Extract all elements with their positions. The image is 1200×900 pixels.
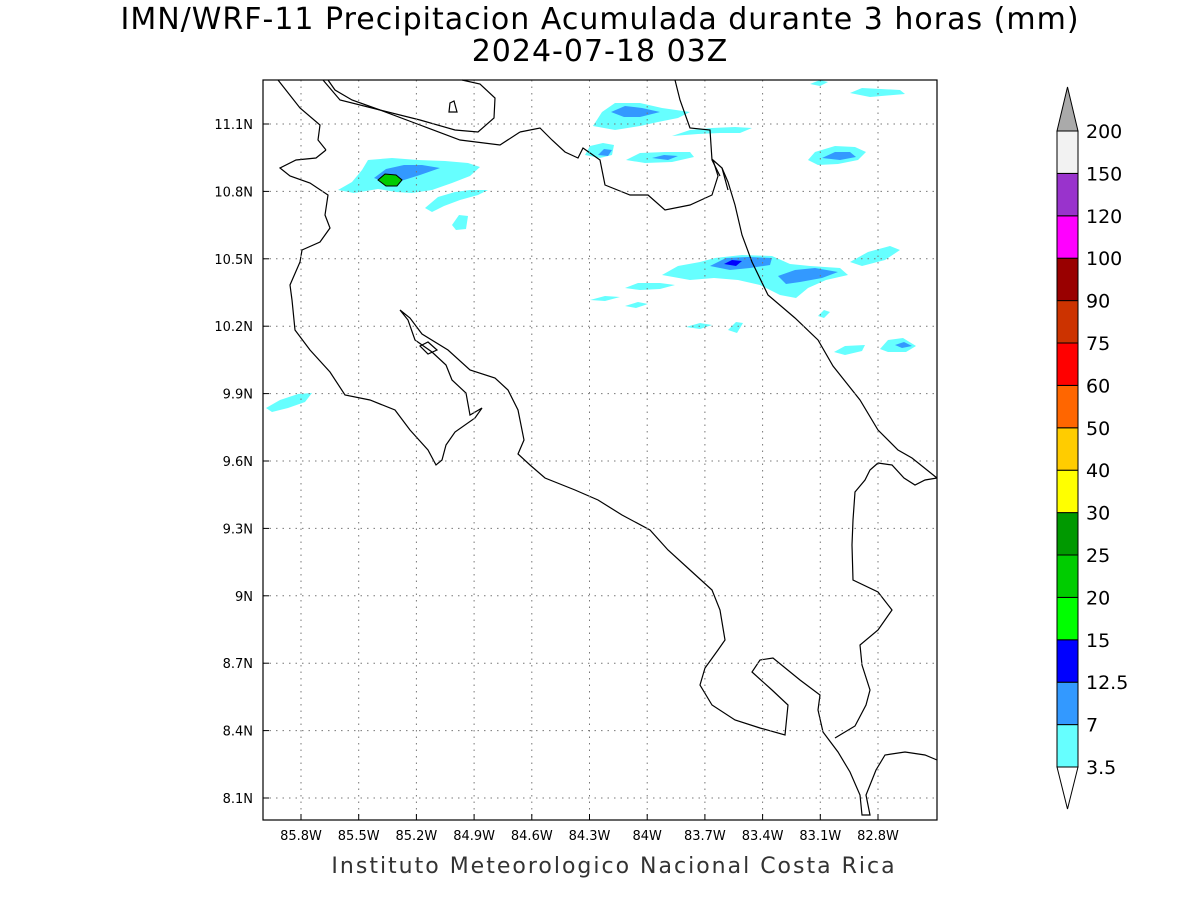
- colorbar-label: 7: [1086, 715, 1098, 737]
- colorbar-swatch: [1056, 172, 1079, 217]
- y-tick-label: 8.4N: [223, 725, 253, 740]
- colorbar-label: 25: [1086, 545, 1110, 567]
- chart-title: IMN/WRF-11 Precipitacion Acumulada duran…: [120, 2, 1080, 37]
- precip-area: [850, 246, 900, 266]
- x-tick-label: 82.8W: [857, 829, 899, 844]
- coast-line: [721, 167, 938, 479]
- y-tick-label: 9.6N: [223, 455, 253, 470]
- coast-line: [877, 462, 938, 486]
- x-tick-label: 85.8W: [280, 829, 322, 844]
- colorbar-label: 40: [1086, 460, 1110, 482]
- coast-line: [278, 149, 938, 816]
- y-tick-label: 10.2N: [214, 320, 253, 335]
- colorbar-bottom-arrow: [1056, 766, 1079, 810]
- colorbar-swatch: [1056, 596, 1079, 641]
- precip-area: [377, 173, 403, 187]
- y-tick-label: 8.1N: [223, 792, 253, 807]
- x-tick-label: 85.2W: [395, 829, 437, 844]
- y-tick-label: 9.3N: [223, 522, 253, 537]
- colorbar-swatch: [1056, 469, 1079, 514]
- colorbar-label: 60: [1086, 375, 1110, 397]
- map-frame: [262, 79, 938, 821]
- x-tick-label: 85.5W: [338, 829, 380, 844]
- lake-shore: [277, 79, 327, 151]
- precip-area: [266, 393, 312, 412]
- precip-area: [710, 257, 772, 270]
- y-tick-label: 10.8N: [214, 185, 253, 200]
- precip-area: [810, 80, 828, 86]
- x-axis: 85.8W 85.5W 85.2W 84.9W 84.6W 84.3W 84W 83.7W 83…: [280, 814, 899, 844]
- colorbar-label: 50: [1086, 418, 1110, 440]
- precip-area: [425, 190, 488, 212]
- precip-area: [834, 345, 865, 355]
- colorbar-swatch: [1056, 427, 1079, 471]
- colorbar-swatch: [1056, 639, 1079, 683]
- colorbar-swatch: [1056, 681, 1079, 726]
- precip-area: [778, 268, 838, 284]
- coastline: [277, 79, 938, 816]
- lake-shore: [327, 79, 496, 133]
- colorbar-swatch: [1056, 512, 1079, 556]
- colorbar-label: 90: [1086, 291, 1110, 313]
- colorbar-swatch: [1056, 342, 1079, 386]
- y-tick-label: 9N: [235, 590, 253, 605]
- colorbar-swatch: [1056, 384, 1079, 429]
- colorbar-label: 150: [1086, 163, 1122, 185]
- x-tick-label: 84W: [632, 829, 662, 844]
- x-tick-label: 83.1W: [799, 829, 841, 844]
- x-tick-label: 83.7W: [684, 829, 726, 844]
- colorbar-label: 120: [1086, 206, 1122, 228]
- precip-area: [625, 283, 675, 290]
- border-line: [322, 79, 521, 146]
- precip-area: [598, 149, 612, 156]
- colorbar-swatch: [1056, 257, 1079, 302]
- precip-area: [724, 260, 742, 266]
- colorbar-legend: 3.5 7 12.5 15 20 25 30 40 50 60 75 90 100 120 150 200: [1056, 86, 1128, 810]
- x-tick-label: 84.9W: [453, 829, 495, 844]
- island: [418, 341, 439, 355]
- colorbar-label: 75: [1086, 333, 1110, 355]
- colorbar-label: 20: [1086, 587, 1110, 609]
- precip-area: [662, 255, 848, 298]
- colorbar-label: 3.5: [1086, 757, 1116, 779]
- precip-area: [625, 302, 648, 308]
- colorbar-label: 30: [1086, 503, 1110, 525]
- x-tick-label: 83.4W: [742, 829, 784, 844]
- x-tick-label: 84.6W: [511, 829, 553, 844]
- colorbar-swatch: [1056, 300, 1079, 344]
- colorbar-swatch: [1056, 554, 1079, 598]
- border-line: [834, 462, 893, 739]
- border-line: [519, 127, 729, 211]
- y-tick-label: 8.7N: [223, 657, 253, 672]
- y-axis: 11.1N 10.8N 10.5N 10.2N 9.9N 9.6N 9.3N 9N 8.7N 8.…: [214, 118, 269, 807]
- colorbar-top-arrow: [1056, 86, 1079, 132]
- colorbar-label: 12.5: [1086, 672, 1128, 694]
- y-tick-label: 10.5N: [214, 253, 253, 268]
- precip-area: [452, 215, 468, 230]
- colorbar-swatch: [1056, 215, 1079, 259]
- precipitation-layer: [266, 80, 916, 412]
- precip-area: [822, 152, 856, 160]
- lake-island: [448, 100, 458, 113]
- precip-area: [672, 127, 752, 136]
- precip-area: [850, 88, 905, 97]
- colorbar-label: 15: [1086, 630, 1110, 652]
- precip-area: [652, 155, 678, 160]
- colorbar-swatch: [1056, 130, 1079, 174]
- colorbar-label: 100: [1086, 248, 1122, 270]
- colorbar-swatch: [1056, 724, 1079, 768]
- y-tick-label: 11.1N: [214, 118, 253, 133]
- precip-area: [728, 322, 743, 333]
- precip-area: [590, 296, 620, 301]
- credit-text: Instituto Meteorologico Nacional Costa R…: [331, 854, 897, 879]
- precip-area: [818, 310, 830, 318]
- x-tick-label: 84.3W: [569, 829, 611, 844]
- precip-area: [895, 342, 912, 348]
- border-line: [674, 79, 721, 177]
- colorbar-label: 200: [1086, 121, 1122, 143]
- precip-area: [611, 106, 660, 117]
- chart-subtitle: 2024-07-18 03Z: [471, 34, 729, 69]
- y-tick-label: 9.9N: [223, 388, 253, 403]
